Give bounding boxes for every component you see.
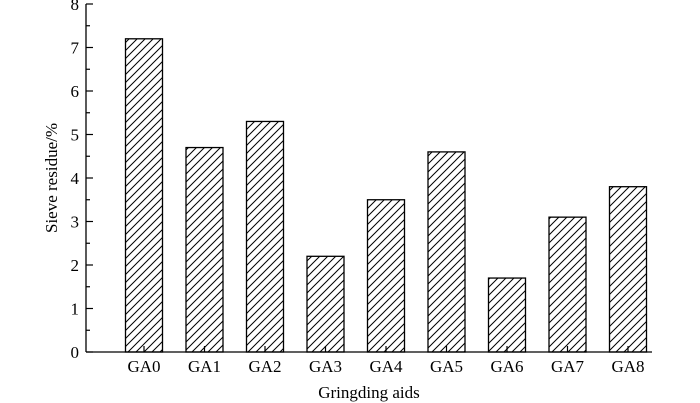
bar-ga2 (245, 120, 285, 353)
x-tick-label-ga2: GA2 (248, 357, 281, 376)
x-tick-label-ga7: GA7 (551, 357, 585, 376)
y-tick-label-7: 7 (71, 39, 80, 58)
bar-ga5 (427, 151, 466, 353)
x-axis-title: Gringding aids (318, 383, 420, 402)
bar-ga6 (487, 277, 527, 353)
y-tick-label-2: 2 (71, 256, 80, 275)
x-ticks-group: GA0 GA1 GA2 GA3 GA4 GA5 GA6 GA7 GA8 (127, 346, 645, 376)
y-ticks-group: 0 1 2 3 4 5 6 7 8 (71, 0, 93, 362)
y-tick-label-3: 3 (71, 213, 80, 232)
x-tick-label-ga6: GA6 (490, 357, 523, 376)
y-tick-label-0: 0 (71, 343, 80, 362)
bar-ga4 (366, 199, 406, 353)
y-tick-label-4: 4 (71, 169, 80, 188)
y-tick-label-5: 5 (71, 126, 80, 145)
y-tick-label-8: 8 (71, 0, 80, 14)
x-tick-label-ga8: GA8 (611, 357, 644, 376)
bar-ga0 (124, 38, 164, 353)
y-axis-title: Sieve residue/% (42, 123, 61, 233)
bar-ga1 (185, 146, 224, 353)
bar-ga8 (608, 186, 648, 353)
y-tick-label-1: 1 (71, 300, 80, 319)
x-tick-label-ga5: GA5 (430, 357, 463, 376)
bar-ga7 (548, 216, 587, 353)
y-tick-label-6: 6 (71, 82, 80, 101)
x-tick-label-ga0: GA0 (127, 357, 160, 376)
x-tick-label-ga1: GA1 (188, 357, 221, 376)
bar-ga3 (306, 255, 345, 353)
x-tick-label-ga4: GA4 (369, 357, 403, 376)
bars-group (124, 38, 648, 353)
x-tick-label-ga3: GA3 (309, 357, 342, 376)
